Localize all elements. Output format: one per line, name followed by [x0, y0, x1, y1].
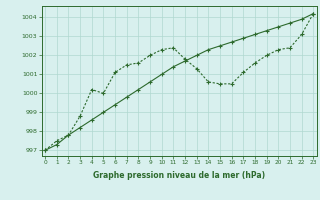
X-axis label: Graphe pression niveau de la mer (hPa): Graphe pression niveau de la mer (hPa) [93, 171, 265, 180]
